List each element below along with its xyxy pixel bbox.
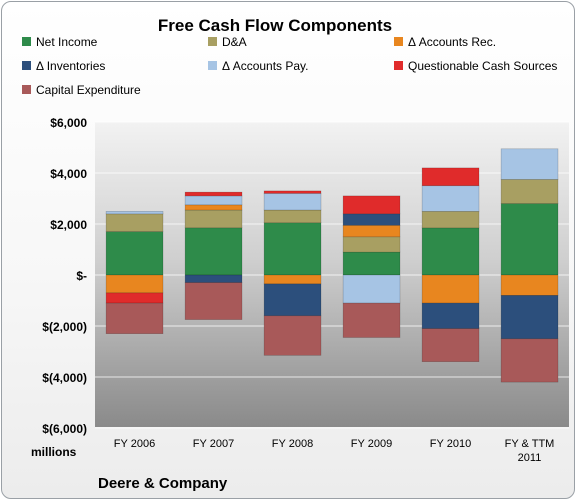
- bar-segment-net-income: [184, 227, 243, 276]
- legend-swatch-delta-inventories: [22, 61, 31, 70]
- bar-segment-delta-accounts-pay: [105, 211, 164, 215]
- bar-group-fy-2006: [105, 211, 164, 335]
- bar-segment-danda: [184, 209, 243, 229]
- y-tick-label: $-: [76, 269, 87, 283]
- bar-segment-delta-accounts-rec: [500, 274, 559, 296]
- legend-swatch-delta-accounts-pay: [208, 61, 217, 70]
- bar-segment-capital-expenditure: [263, 315, 322, 356]
- legend-swatch-questionable-cash-sources: [394, 61, 403, 70]
- bar-group-fy-2007: [184, 191, 243, 320]
- y-axis-tick-labels: $6,000 $4,000 $2,000 $- $(2,000) $(4,000) $(6,…: [42, 116, 87, 436]
- y-tick-label: $4,000: [50, 167, 87, 181]
- bar-segment-delta-accounts-rec: [184, 204, 243, 211]
- y-axis-label: millions: [31, 445, 77, 459]
- x-axis-tick-labels: FY 2006 FY 2007 FY 2008 FY 2009 FY 2010 FY & …: [114, 438, 555, 464]
- legend-swatch-danda: [208, 37, 217, 46]
- chart-subtitle: Deere & Company: [98, 475, 228, 492]
- bar-segment-delta-accounts-pay: [421, 185, 480, 212]
- bars: [105, 148, 559, 383]
- x-tick-label: FY 2007: [193, 438, 234, 450]
- bar-segment-delta-accounts-pay: [263, 193, 322, 211]
- bar-segment-net-income: [342, 251, 401, 276]
- x-tick-label: FY 2008: [272, 438, 313, 450]
- legend-label-danda: D&A: [222, 35, 247, 49]
- bar-segment-questionable-cash-sources: [342, 195, 401, 215]
- bar-group-fy-2008: [263, 190, 322, 356]
- bar-segment-net-income: [105, 231, 164, 276]
- bar-segment-delta-inventories: [500, 295, 559, 340]
- y-tick-label: $(4,000): [42, 371, 87, 385]
- bar-segment-capital-expenditure: [184, 282, 243, 320]
- bar-segment-capital-expenditure: [421, 328, 480, 363]
- bar-segment-danda: [105, 213, 164, 232]
- y-tick-label: $(6,000): [42, 422, 87, 436]
- y-tick-label: $6,000: [50, 116, 87, 130]
- bar-segment-danda: [500, 179, 559, 204]
- bar-segment-delta-inventories: [184, 274, 243, 283]
- legend-label-delta-accounts-pay: Δ Accounts Pay.: [222, 59, 309, 73]
- legend: Net Income D&A Δ Accounts Rec. Δ Inventorie…: [22, 35, 557, 97]
- bar-segment-delta-accounts-pay: [184, 195, 243, 206]
- legend-label-delta-inventories: Δ Inventories: [36, 59, 105, 73]
- bar-segment-delta-accounts-rec: [105, 274, 164, 294]
- bar-segment-capital-expenditure: [500, 338, 559, 383]
- bar-segment-net-income: [421, 227, 480, 276]
- legend-swatch-net-income: [22, 37, 31, 46]
- x-tick-label: FY 2006: [114, 438, 155, 450]
- bar-segment-delta-inventories: [421, 302, 480, 329]
- legend-label-delta-accounts-rec: Δ Accounts Rec.: [408, 35, 496, 49]
- bar-segment-danda: [263, 209, 322, 224]
- x-tick-label: FY & TTM 2011: [505, 438, 555, 464]
- legend-label-questionable-cash-sources: Questionable Cash Sources: [408, 59, 557, 73]
- legend-label-capital-expenditure: Capital Expenditure: [36, 83, 141, 97]
- bar-segment-delta-accounts-pay: [500, 148, 559, 180]
- chart-title: Free Cash Flow Components: [158, 16, 392, 35]
- bar-segment-delta-accounts-rec: [342, 225, 401, 238]
- gridlines: [95, 121, 569, 429]
- bar-segment-delta-inventories: [263, 283, 322, 317]
- bar-segment-questionable-cash-sources: [105, 292, 164, 304]
- bar-group-fy-2009: [342, 195, 401, 338]
- y-tick-label: $(2,000): [42, 320, 87, 334]
- y-tick-label: $2,000: [50, 218, 87, 232]
- bar-segment-capital-expenditure: [105, 302, 164, 335]
- bar-segment-delta-accounts-pay: [342, 274, 401, 304]
- x-tick-label: FY 2009: [351, 438, 392, 450]
- x-tick-label: FY 2010: [430, 438, 471, 450]
- bar-segment-questionable-cash-sources: [421, 167, 480, 186]
- bar-segment-capital-expenditure: [342, 302, 401, 338]
- bar-segment-net-income: [263, 222, 322, 276]
- bar-segment-questionable-cash-sources: [184, 191, 243, 197]
- legend-label-net-income: Net Income: [36, 35, 98, 49]
- bar-segment-delta-inventories: [342, 213, 401, 226]
- bar-segment-net-income: [500, 203, 559, 276]
- legend-swatch-capital-expenditure: [22, 85, 31, 94]
- bar-group-fy-2010: [421, 167, 480, 363]
- legend-swatch-delta-accounts-rec: [394, 37, 403, 46]
- bar-segment-delta-accounts-rec: [263, 274, 322, 285]
- bar-segment-danda: [421, 211, 480, 229]
- bar-group-fy-and-ttm-2011: [500, 148, 559, 383]
- bar-segment-danda: [342, 236, 401, 253]
- bar-segment-questionable-cash-sources: [263, 190, 322, 194]
- bar-segment-delta-accounts-rec: [421, 274, 480, 304]
